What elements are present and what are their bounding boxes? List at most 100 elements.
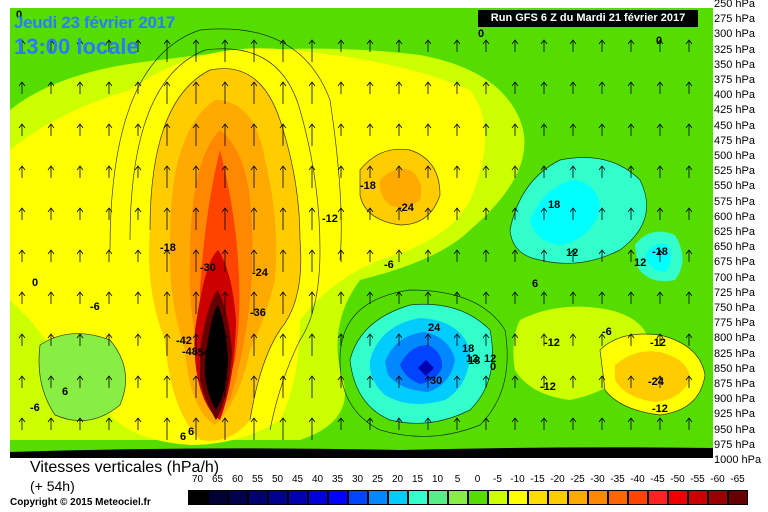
contour-value-label: 12 [634, 257, 646, 269]
contour-value-label: 24 [428, 322, 441, 334]
wind-arrow-head [627, 417, 635, 423]
wind-arrow-head [134, 417, 142, 423]
scale-swatch [188, 490, 208, 505]
wind-arrow-head [221, 375, 229, 381]
wind-arrow-head [598, 165, 606, 171]
wind-arrow-head [279, 249, 287, 255]
wind-arrow-head [569, 165, 577, 171]
wind-arrow-head [540, 165, 548, 171]
wind-arrow-head [279, 333, 287, 339]
wind-arrow-head [540, 123, 548, 129]
scale-swatch [668, 490, 688, 505]
scale-label: 55 [251, 474, 264, 485]
wind-arrow-head [569, 333, 577, 339]
wind-arrow-head [76, 81, 84, 87]
wind-arrow-head [250, 165, 258, 171]
scale-label: -55 [690, 474, 705, 485]
scale-swatch [308, 490, 328, 505]
contour-value-label: -6 [90, 301, 100, 313]
pressure-level-label: 950 hPa [714, 423, 755, 436]
contour-value-label: 0 [478, 28, 484, 40]
wind-arrow-head [163, 375, 171, 381]
wind-arrow-head [337, 81, 345, 87]
contour-value-label: -48 [182, 346, 198, 358]
wind-arrow-head [685, 39, 693, 45]
wind-arrow-head [685, 81, 693, 87]
wind-arrow-head [685, 417, 693, 423]
contour-value-label: 0 [32, 277, 38, 289]
wind-arrow-head [47, 375, 55, 381]
wind-arrow-head [424, 291, 432, 297]
wind-arrow-head [656, 249, 664, 255]
pressure-level-label: 425 hPa [714, 104, 755, 117]
wind-arrow-head [540, 249, 548, 255]
wind-arrow-head [627, 375, 635, 381]
contour-value-label: 30 [430, 375, 442, 387]
wind-arrow-head [569, 417, 577, 423]
wind-arrow-head [453, 165, 461, 171]
wind-arrow-head [482, 81, 490, 87]
wind-arrow-head [540, 207, 548, 213]
wind-arrow-head [366, 165, 374, 171]
wind-arrow-head [163, 333, 171, 339]
wind-arrow-head [482, 249, 490, 255]
pressure-level-label: 675 hPa [714, 256, 755, 269]
scale-swatch [608, 490, 628, 505]
wind-arrow-head [221, 291, 229, 297]
pressure-level-label: 350 hPa [714, 58, 755, 71]
wind-arrow-head [279, 39, 287, 45]
pressure-level-label: 600 hPa [714, 210, 755, 223]
wind-arrow-head [453, 123, 461, 129]
contour-value-label: 6 [188, 426, 194, 438]
wind-arrow-head [656, 333, 664, 339]
wind-arrow-head [337, 333, 345, 339]
wind-arrow-head [76, 291, 84, 297]
scale-swatch [488, 490, 508, 505]
wind-arrow-head [685, 123, 693, 129]
wind-arrow-head [569, 81, 577, 87]
wind-arrow-head [308, 417, 316, 423]
scale-label: 20 [391, 474, 404, 485]
pressure-level-label: 800 hPa [714, 332, 755, 345]
pressure-level-label: 375 hPa [714, 74, 755, 86]
pressure-level-label: 900 hPa [714, 393, 755, 406]
scale-swatch [548, 490, 568, 505]
wind-arrow-head [105, 249, 113, 255]
contour-value-label: -18 [360, 180, 376, 192]
model-run-label: Run GFS 6 Z du Mardi 21 février 2017 [478, 10, 698, 27]
wind-arrow-head [482, 417, 490, 423]
wind-arrow-head [134, 165, 142, 171]
wind-arrow-head [47, 333, 55, 339]
scale-swatch [648, 490, 668, 505]
contour-value-label: 12 [566, 247, 578, 259]
wind-arrow-head [424, 39, 432, 45]
wind-arrow-head [47, 39, 55, 45]
wind-arrow-head [105, 39, 113, 45]
wind-arrow-head [308, 123, 316, 129]
scale-swatch [708, 490, 728, 505]
wind-arrow-head [76, 207, 84, 213]
wind-arrow-head [569, 123, 577, 129]
scale-swatch [368, 490, 388, 505]
wind-arrow-head [511, 333, 519, 339]
wind-arrow-head [105, 291, 113, 297]
scale-swatch [328, 490, 348, 505]
contour-value-label: -12 [540, 381, 556, 393]
scale-swatch [208, 490, 228, 505]
wind-arrow-head [627, 39, 635, 45]
wind-arrow-head [482, 291, 490, 297]
scale-label: 5 [454, 474, 461, 485]
wind-arrow-head [18, 39, 26, 45]
wind-arrow-head [279, 207, 287, 213]
wind-arrow-head [47, 249, 55, 255]
wind-arrow-head [163, 207, 171, 213]
pressure-level-label: 925 hPa [714, 408, 755, 421]
scale-label: 30 [351, 474, 364, 485]
wind-arrow-head [337, 39, 345, 45]
scale-label: -30 [590, 474, 605, 485]
scale-swatch [408, 490, 428, 505]
wind-arrow-head [308, 249, 316, 255]
wind-arrow-head [308, 39, 316, 45]
wind-arrow-head [163, 249, 171, 255]
contour-value-label: 6 [532, 278, 538, 290]
